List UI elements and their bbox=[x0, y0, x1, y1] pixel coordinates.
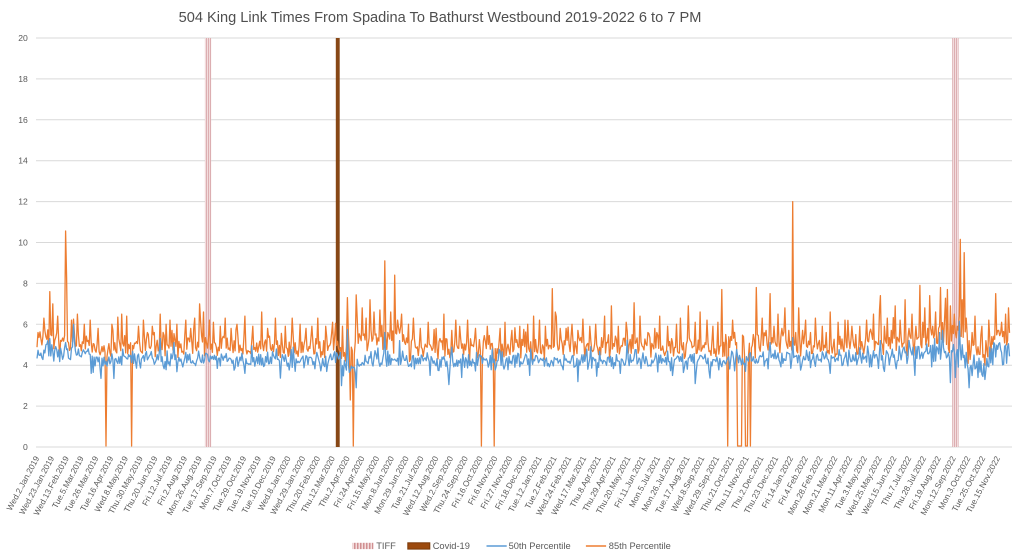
svg-text:504 King Link Times From Spadi: 504 King Link Times From Spadina To Bath… bbox=[179, 10, 702, 26]
svg-text:2: 2 bbox=[23, 401, 28, 411]
svg-text:4: 4 bbox=[23, 360, 28, 370]
svg-text:6: 6 bbox=[23, 319, 28, 329]
svg-text:16: 16 bbox=[18, 115, 28, 125]
svg-text:20: 20 bbox=[18, 33, 28, 43]
svg-text:TIFF: TIFF bbox=[376, 541, 396, 551]
svg-text:8: 8 bbox=[23, 278, 28, 288]
svg-text:Covid-19: Covid-19 bbox=[433, 541, 470, 551]
svg-text:85th Percentile: 85th Percentile bbox=[609, 541, 671, 551]
svg-text:12: 12 bbox=[18, 197, 28, 207]
svg-text:10: 10 bbox=[18, 238, 28, 248]
svg-text:14: 14 bbox=[18, 156, 28, 166]
svg-text:50th Percentile: 50th Percentile bbox=[509, 541, 571, 551]
svg-text:0: 0 bbox=[23, 442, 28, 452]
svg-text:18: 18 bbox=[18, 74, 28, 84]
